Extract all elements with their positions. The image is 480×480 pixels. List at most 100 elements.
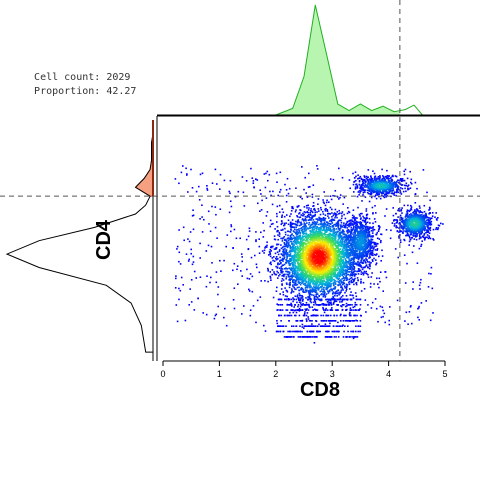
density-point (364, 184, 367, 187)
density-point (269, 219, 272, 222)
density-point (366, 235, 368, 238)
density-point (429, 218, 431, 221)
density-point (312, 219, 315, 221)
density-point (342, 253, 344, 256)
density-point (191, 263, 194, 266)
density-point (248, 290, 251, 292)
density-point (356, 253, 359, 255)
density-point (417, 209, 419, 212)
density-point (338, 270, 341, 272)
density-point (360, 280, 362, 283)
density-point (286, 295, 288, 298)
density-point (321, 293, 323, 295)
density-point (374, 245, 376, 248)
density-point (367, 238, 370, 240)
density-point (354, 292, 357, 294)
density-point (432, 228, 435, 231)
density-point (314, 282, 317, 284)
density-point (354, 240, 357, 242)
density-point (389, 306, 391, 308)
density-point (391, 189, 394, 192)
density-point (365, 264, 368, 266)
density-point (174, 178, 177, 180)
density-point (349, 259, 351, 262)
density-point (298, 205, 300, 207)
density-point (296, 274, 299, 276)
density-point (316, 330, 318, 333)
density-point (335, 225, 337, 227)
density-point (423, 234, 425, 236)
density-point (362, 215, 364, 218)
density-point (375, 197, 378, 200)
density-point (329, 220, 331, 222)
density-point (334, 320, 337, 322)
density-point (220, 270, 222, 272)
density-point (333, 330, 335, 333)
density-point (371, 206, 374, 209)
density-point (307, 219, 310, 221)
density-point (309, 306, 311, 309)
density-point (314, 227, 316, 229)
density-point (339, 196, 341, 199)
density-point (370, 244, 372, 246)
density-point (345, 266, 348, 269)
density-point (275, 246, 278, 249)
density-point (192, 261, 195, 263)
density-point (326, 298, 328, 301)
density-point (293, 286, 296, 289)
density-point (268, 250, 271, 253)
density-point (287, 219, 290, 222)
density-point (269, 255, 272, 258)
cell-count-label: Cell count: 2029 (22, 61, 130, 83)
density-point (302, 303, 304, 305)
density-point (241, 176, 244, 178)
density-point (366, 245, 369, 247)
density-point (420, 221, 423, 224)
density-point (283, 257, 285, 260)
density-point (321, 288, 323, 290)
density-point (263, 173, 266, 175)
density-point (282, 274, 285, 277)
density-point (327, 286, 330, 288)
density-point (289, 231, 292, 233)
density-point (313, 342, 316, 344)
density-point (388, 175, 390, 178)
density-point (292, 275, 295, 277)
density-point (368, 241, 370, 243)
density-point (237, 190, 240, 193)
density-point (416, 234, 418, 236)
density-point (384, 181, 386, 183)
density-point (306, 330, 309, 333)
density-point (362, 187, 364, 189)
density-point (359, 261, 361, 264)
density-point (341, 281, 344, 284)
density-point (259, 210, 261, 212)
density-point (287, 237, 290, 240)
density-point (407, 323, 409, 325)
density-point (340, 245, 342, 247)
density-point (404, 225, 406, 228)
density-point (428, 223, 431, 225)
density-point (353, 255, 355, 257)
density-point (350, 281, 353, 284)
density-point (329, 213, 331, 215)
density-point (425, 212, 427, 215)
density-point (414, 202, 417, 204)
density-point (311, 323, 313, 325)
density-point (247, 235, 250, 238)
density-point (233, 262, 236, 265)
density-point (349, 294, 351, 296)
density-point (325, 283, 327, 286)
density-point (411, 230, 414, 232)
density-point (299, 305, 302, 308)
density-point (199, 257, 201, 259)
density-point (353, 305, 356, 308)
density-point (360, 222, 363, 224)
density-point (389, 187, 392, 189)
density-point (399, 239, 402, 241)
density-point (324, 309, 327, 311)
density-point (357, 309, 359, 311)
density-point (332, 228, 335, 231)
density-point (410, 206, 413, 208)
density-point (324, 295, 327, 297)
